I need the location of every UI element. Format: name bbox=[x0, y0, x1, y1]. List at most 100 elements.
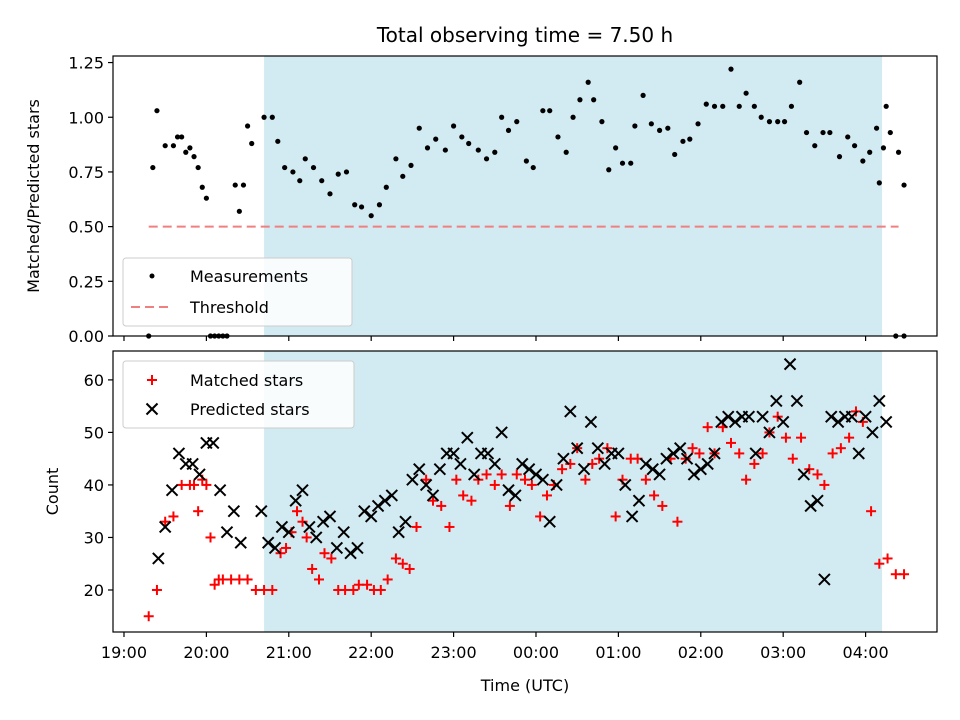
matched-star-point bbox=[827, 448, 838, 459]
measurement-point bbox=[703, 101, 709, 107]
predicted-star-point bbox=[852, 447, 865, 460]
measurement-point bbox=[687, 136, 693, 142]
legend-plus-glyph bbox=[147, 375, 157, 385]
predicted-star-point bbox=[591, 441, 604, 455]
predicted-star-point bbox=[371, 499, 385, 513]
measurement-point bbox=[720, 103, 726, 109]
matched-star-point bbox=[421, 474, 432, 485]
predicted-star-point bbox=[193, 468, 206, 481]
matched-star-point bbox=[143, 611, 154, 622]
predicted-star-point bbox=[742, 410, 756, 423]
x-tick-label: 00:00 bbox=[513, 643, 559, 662]
legend-predicted-marker bbox=[145, 402, 159, 416]
predicted-star-point bbox=[227, 504, 241, 518]
y-tick-label: 60 bbox=[84, 371, 104, 390]
measurement-point bbox=[827, 129, 833, 136]
measurement-point bbox=[876, 180, 882, 186]
measurement-point bbox=[665, 125, 671, 131]
predicted-star-point bbox=[536, 473, 550, 486]
x-tick-label: 04:00 bbox=[843, 643, 889, 662]
matched-star-point bbox=[193, 506, 204, 517]
predicted-star-point bbox=[825, 410, 838, 423]
measurement-point bbox=[613, 145, 619, 151]
top-x-ticks bbox=[123, 336, 867, 341]
predicted-star-point bbox=[701, 457, 714, 471]
matched-star-point bbox=[481, 469, 492, 480]
measurement-point bbox=[368, 213, 374, 219]
measurement-point bbox=[327, 191, 333, 197]
matched-star-point bbox=[201, 479, 212, 490]
predicted-star-point bbox=[770, 394, 783, 408]
measurement-point bbox=[376, 202, 383, 208]
matched-star-point bbox=[151, 584, 162, 595]
matched-star-point bbox=[787, 453, 798, 464]
measurement-point bbox=[400, 173, 406, 179]
matched-star-point bbox=[835, 443, 846, 454]
top-legend: Measurements Threshold bbox=[122, 257, 353, 327]
matched-star-point bbox=[796, 432, 807, 443]
matched-star-point bbox=[702, 422, 713, 433]
predicted-star-point bbox=[612, 447, 625, 460]
y-tick-label: 0.25 bbox=[68, 272, 104, 291]
matched-star-point bbox=[242, 574, 253, 585]
measurement-point bbox=[393, 156, 399, 162]
measurement-point bbox=[887, 129, 893, 136]
predicted-star-point bbox=[715, 415, 728, 429]
x-tick-label: 23:00 bbox=[431, 643, 477, 662]
predicted-star-point bbox=[502, 483, 515, 497]
matched-star-point bbox=[535, 511, 546, 522]
bottom-panel: 20 30 40 50 60 19:00 20:00 21:00 22:00 23:00 00:0… bbox=[43, 350, 938, 695]
measurement-point bbox=[751, 103, 757, 109]
predicted-star-point bbox=[447, 447, 460, 460]
predicted-star-point bbox=[584, 415, 598, 429]
predicted-star-point bbox=[282, 525, 295, 539]
predicted-star-point bbox=[577, 462, 591, 476]
observing-window-top bbox=[264, 56, 883, 336]
predicted-star-point bbox=[728, 415, 742, 429]
predicted-star-point bbox=[687, 468, 701, 481]
predicted-star-point bbox=[632, 494, 646, 507]
matched-star-point bbox=[427, 495, 438, 506]
measurement-point bbox=[275, 138, 281, 144]
y-tick-label: 1.00 bbox=[68, 108, 104, 127]
matched-star-point bbox=[780, 432, 791, 443]
matched-star-point bbox=[812, 469, 823, 480]
predicted-star-point bbox=[522, 462, 536, 476]
legend-matched-label: Matched stars bbox=[190, 371, 303, 390]
matched-star-point bbox=[281, 542, 292, 553]
predicted-star-point bbox=[213, 483, 227, 497]
measurement-point bbox=[901, 182, 907, 188]
measurement-point bbox=[577, 97, 583, 103]
predicted-star-point bbox=[255, 504, 268, 518]
measurement-point bbox=[154, 108, 160, 114]
predicted-star-point bbox=[790, 394, 804, 408]
measurement-point bbox=[261, 114, 267, 120]
predicted-star-point bbox=[337, 525, 350, 539]
predicted-star-point bbox=[625, 510, 639, 523]
matched-star-point bbox=[672, 516, 683, 527]
matched-star-point bbox=[307, 563, 318, 574]
predicted-star-point bbox=[358, 504, 371, 518]
predicted-star-point bbox=[873, 394, 886, 408]
legend-cross-glyph bbox=[145, 402, 159, 416]
top-plot-frame bbox=[112, 55, 938, 337]
top-y-axis-label: Matched/Predicted stars bbox=[24, 99, 43, 293]
measurement-point bbox=[475, 147, 481, 153]
measurement-point bbox=[191, 154, 197, 160]
matched-star-point bbox=[874, 558, 885, 569]
measurement-points bbox=[146, 66, 907, 339]
measurement-point bbox=[803, 129, 810, 136]
measurement-point bbox=[640, 92, 646, 98]
predicted-star-point bbox=[152, 552, 165, 565]
matched-star-point bbox=[404, 563, 415, 574]
measurement-point bbox=[547, 108, 553, 114]
predicted-star-point bbox=[289, 494, 302, 507]
matched-star-point bbox=[557, 464, 568, 475]
y-tick-label: 50 bbox=[84, 423, 104, 442]
predicted-star-point bbox=[722, 410, 735, 423]
measurement-point bbox=[416, 125, 422, 131]
matched-star-point bbox=[444, 521, 455, 532]
predicted-star-point bbox=[413, 462, 426, 476]
predicted-star-point bbox=[385, 489, 398, 502]
